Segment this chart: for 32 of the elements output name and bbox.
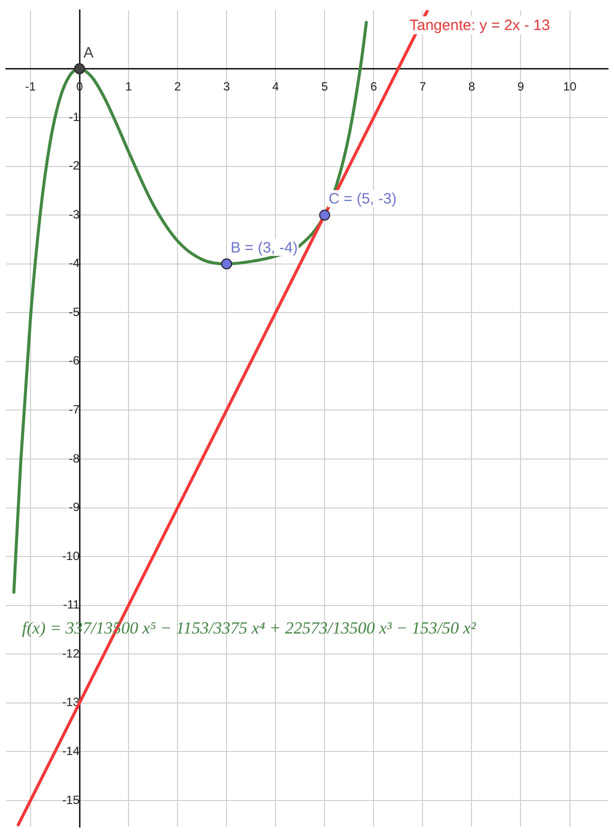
annotation: C = (5, -3) [328,190,397,208]
x-tick-label: 8 [468,79,476,94]
x-tick-label: 3 [223,79,230,94]
y-tick-label: -15 [62,792,80,807]
y-tick-label: -3 [68,207,80,222]
x-tick-label: 10 [563,79,577,94]
annotation: B = (3, -4) [230,240,298,257]
x-tick-label: -1 [25,79,36,94]
annotation: A [84,44,94,62]
y-tick-label: -8 [68,451,80,466]
y-tick-label: -4 [68,256,80,270]
annotation: Tangente: y = 2x - 13 [409,16,550,34]
y-tick-label: -5 [68,304,80,319]
y-tick-label: -10 [62,548,80,563]
x-tick-label: 6 [370,79,378,94]
y-tick-label: -9 [68,500,80,514]
y-tick-label: -2 [68,158,80,173]
point [74,63,86,74]
y-tick-label: -12 [62,646,80,660]
y-tick-label: -6 [68,354,80,368]
point [221,258,232,270]
x-tick-label: 9 [517,79,524,94]
y-tick-label: -11 [63,598,80,612]
x-tick-label: 2 [174,79,182,94]
x-tick-label: 4 [272,79,280,94]
y-tick-label: -14 [62,744,80,758]
y-tick-label: -1 [68,110,80,124]
y-tick-label: -7 [68,402,80,417]
point [319,210,330,221]
x-tick-label: 7 [419,79,426,94]
x-tick-label: 5 [321,79,328,94]
x-tick-label: 1 [125,79,132,94]
